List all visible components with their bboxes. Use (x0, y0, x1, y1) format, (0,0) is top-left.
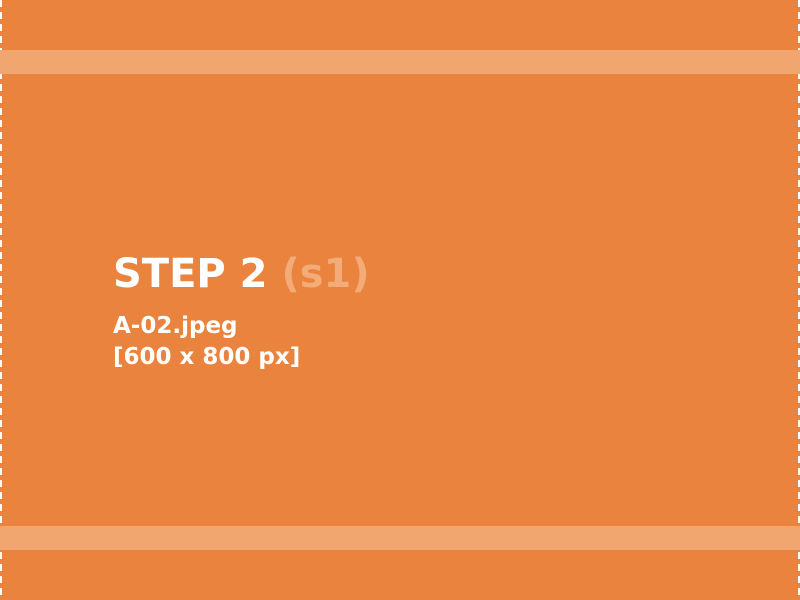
step-title: STEP 2 (s1) (113, 248, 673, 300)
placeholder-info: STEP 2 (s1) A-02.jpeg [600 x 800 px] (113, 248, 673, 373)
dashed-border-left (0, 0, 2, 600)
file-info: A-02.jpeg [600 x 800 px] (113, 311, 673, 373)
step-label: STEP 2 (113, 251, 268, 297)
dashed-border-right (798, 0, 800, 600)
top-band (0, 50, 800, 74)
step-variant: (s1) (281, 251, 370, 297)
file-dimensions: [600 x 800 px] (113, 344, 301, 370)
file-name: A-02.jpeg (113, 313, 238, 339)
bottom-band (0, 526, 800, 550)
